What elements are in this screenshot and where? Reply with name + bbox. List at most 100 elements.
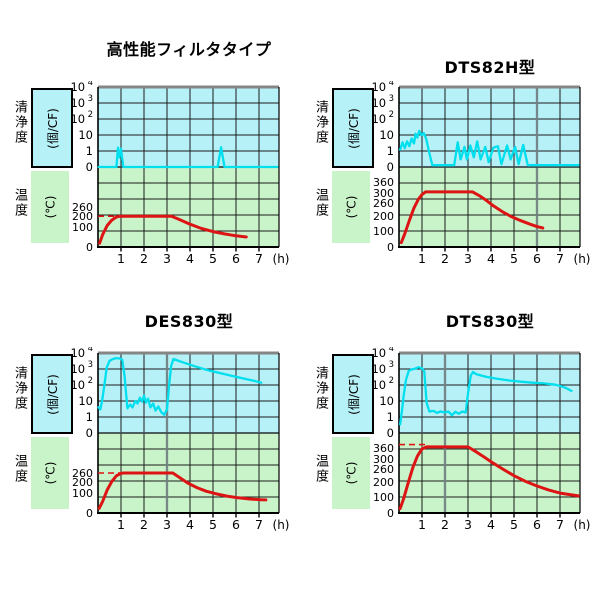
svg-text:1: 1 <box>117 251 125 266</box>
svg-text:4: 4 <box>186 251 194 266</box>
temperature-axis-label: 温度 <box>12 188 27 218</box>
svg-text:1: 1 <box>418 251 426 266</box>
svg-text:(h): (h) <box>574 518 591 532</box>
svg-text:2: 2 <box>441 251 449 266</box>
cleanliness-axis-label: 清浄度 <box>12 100 27 145</box>
svg-text:360: 360 <box>373 442 394 455</box>
svg-text:0: 0 <box>86 160 93 174</box>
svg-text:104: 10 4 <box>70 347 93 360</box>
svg-text:4: 4 <box>487 517 495 532</box>
svg-text:2: 2 <box>140 251 148 266</box>
cleanliness-axis-label: 清浄度 <box>12 366 27 411</box>
svg-text:104: 10 4 <box>371 347 394 360</box>
temperature-axis-label: 温度 <box>313 454 328 484</box>
svg-text:103: 10 3 <box>70 360 93 376</box>
svg-text:(h): (h) <box>574 252 591 266</box>
svg-text:200: 200 <box>373 210 394 223</box>
svg-text:10: 10 <box>379 394 394 408</box>
svg-text:103: 10 3 <box>371 360 394 376</box>
svg-text:0: 0 <box>86 507 93 520</box>
svg-text:7: 7 <box>255 517 263 532</box>
svg-text:103: 10 3 <box>371 94 394 110</box>
svg-text:5: 5 <box>510 517 518 532</box>
chart-title: DES830型 <box>144 312 234 331</box>
chart-title: DTS830型 <box>445 312 535 331</box>
svg-text:0: 0 <box>86 426 93 440</box>
svg-text:10: 10 <box>78 394 93 408</box>
svg-text:260: 260 <box>373 463 394 476</box>
temperature-unit-box: (℃) <box>332 171 370 243</box>
svg-text:2: 2 <box>140 517 148 532</box>
svg-text:104: 10 4 <box>371 81 394 94</box>
svg-text:3: 3 <box>464 251 472 266</box>
svg-text:3: 3 <box>163 251 171 266</box>
cleanliness-unit-box: (個/CF) <box>332 354 374 434</box>
svg-text:0: 0 <box>387 426 394 440</box>
svg-text:7: 7 <box>556 517 564 532</box>
cleanliness-axis-label: 清浄度 <box>313 366 328 411</box>
svg-text:(h): (h) <box>273 518 290 532</box>
svg-text:7: 7 <box>255 251 263 266</box>
svg-text:7: 7 <box>556 251 564 266</box>
svg-text:200: 200 <box>72 476 93 489</box>
svg-text:5: 5 <box>510 251 518 266</box>
svg-text:6: 6 <box>232 517 240 532</box>
svg-text:260: 260 <box>373 197 394 210</box>
cleanliness-unit-box: (個/CF) <box>332 88 374 168</box>
svg-text:4: 4 <box>487 251 495 266</box>
svg-text:103: 10 3 <box>70 94 93 110</box>
svg-text:100: 100 <box>373 225 394 238</box>
svg-text:0: 0 <box>86 241 93 254</box>
svg-text:6: 6 <box>533 517 541 532</box>
svg-text:1: 1 <box>117 517 125 532</box>
svg-text:260: 260 <box>72 467 93 480</box>
svg-text:1: 1 <box>86 410 93 424</box>
svg-text:3: 3 <box>464 517 472 532</box>
svg-text:360: 360 <box>373 176 394 189</box>
svg-text:6: 6 <box>533 251 541 266</box>
cleanliness-unit-box: (個/CF) <box>31 354 73 434</box>
svg-text:102: 10 2 <box>70 110 93 126</box>
svg-text:0: 0 <box>387 507 394 520</box>
svg-text:1: 1 <box>387 410 394 424</box>
temperature-unit-box: (℃) <box>31 437 69 509</box>
svg-text:5: 5 <box>209 517 217 532</box>
svg-text:102: 10 2 <box>371 376 394 392</box>
svg-text:(h): (h) <box>273 252 290 266</box>
svg-text:100: 100 <box>72 221 93 234</box>
svg-text:102: 10 2 <box>371 110 394 126</box>
svg-text:1: 1 <box>418 517 426 532</box>
svg-text:1: 1 <box>387 144 394 158</box>
svg-text:300: 300 <box>373 187 394 200</box>
svg-text:10: 10 <box>379 128 394 142</box>
svg-text:3: 3 <box>163 517 171 532</box>
svg-text:10: 10 <box>78 128 93 142</box>
temperature-axis-label: 温度 <box>12 454 27 484</box>
svg-text:0: 0 <box>387 160 394 174</box>
temperature-unit-box: (℃) <box>31 171 69 243</box>
chart-des830: DES830型 清浄度 (個/CF) 温度 (℃) 1 2 3 4 5 6 7 (h) 10 4 1… <box>2 296 300 566</box>
svg-text:260: 260 <box>72 201 93 214</box>
svg-text:4: 4 <box>186 517 194 532</box>
chart-title: 高性能フィルタタイプ <box>106 40 272 59</box>
cleanliness-unit-box: (個/CF) <box>31 88 73 168</box>
svg-text:104: 10 4 <box>70 81 93 94</box>
svg-text:0: 0 <box>387 241 394 254</box>
svg-text:100: 100 <box>72 487 93 500</box>
temperature-axis-label: 温度 <box>313 188 328 218</box>
svg-text:200: 200 <box>373 476 394 489</box>
svg-text:6: 6 <box>232 251 240 266</box>
temperature-unit-box: (℃) <box>332 437 370 509</box>
svg-text:1: 1 <box>86 144 93 158</box>
chart-title: DTS82H型 <box>444 58 536 77</box>
svg-text:200: 200 <box>72 210 93 223</box>
svg-text:2: 2 <box>441 517 449 532</box>
chart-dts82h: DTS82H型 清浄度 (個/CF) 温度 (℃) 1 2 3 4 5 6 7 (h) 10 4 1… <box>303 30 600 300</box>
svg-text:300: 300 <box>373 453 394 466</box>
svg-text:102: 10 2 <box>70 376 93 392</box>
chart-dts830: DTS830型 清浄度 (個/CF) 温度 (℃) 1 2 3 4 5 6 7 (h) 10 4 1… <box>303 296 600 566</box>
